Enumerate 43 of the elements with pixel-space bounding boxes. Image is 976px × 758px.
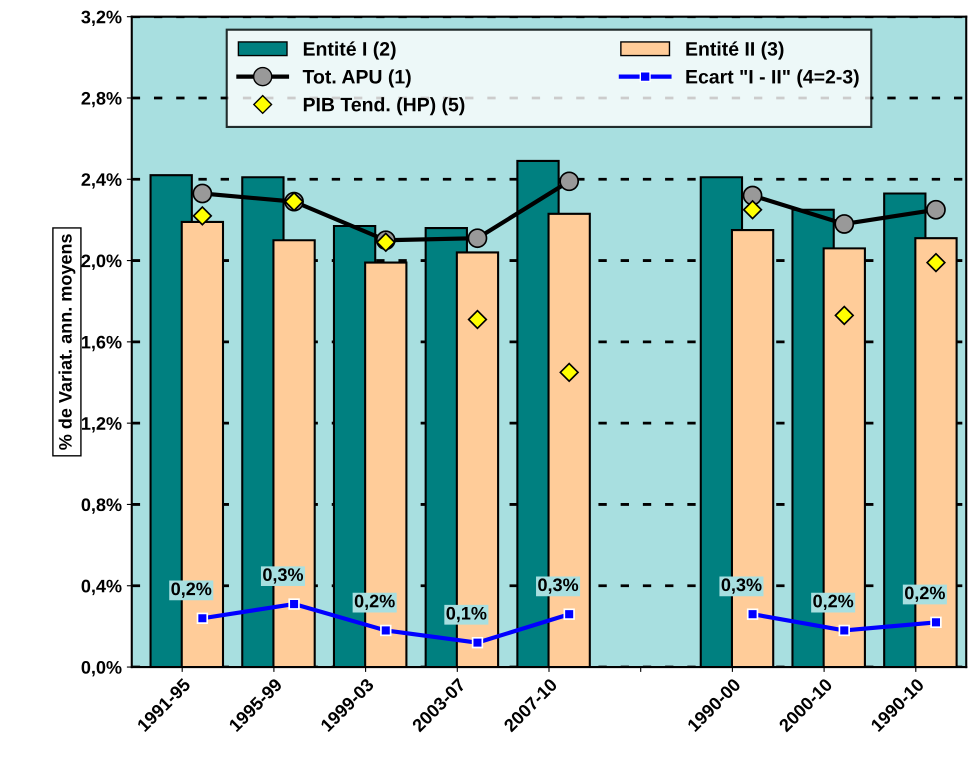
data-label: 0,2%	[171, 582, 212, 598]
legend-label: Tot. APU (1)	[302, 69, 411, 88]
legend-label: Entité II (3)	[686, 41, 784, 60]
point	[834, 306, 854, 326]
legend-label: PIB Tend. (HP) (5)	[304, 97, 464, 116]
point	[742, 200, 762, 220]
point	[926, 252, 946, 272]
data-label: 0,3%	[263, 568, 304, 584]
y-axis-title: % de Variat. ann. moyens	[58, 234, 76, 450]
legend-label: Entité I (2)	[304, 41, 396, 60]
data-label: 0,1%	[446, 606, 486, 622]
point	[380, 624, 392, 636]
point	[192, 184, 212, 204]
point	[560, 362, 579, 382]
data-label: 0,2%	[813, 594, 854, 610]
y-tick-label: 0,8%	[82, 498, 122, 514]
data-label: 0,2%	[354, 594, 395, 610]
point	[742, 186, 762, 206]
data-label: 0,3%	[538, 578, 578, 594]
y-tick-label: 2,4%	[82, 173, 122, 189]
legend-label: Ecart "I - II" (4=2-3)	[686, 69, 859, 88]
point	[468, 228, 488, 248]
y-tick-label: 1,6%	[82, 336, 122, 352]
y-tick-label: 3,2%	[81, 10, 122, 26]
y-tick-label: 2,0%	[82, 254, 122, 270]
point	[559, 171, 580, 192]
point	[563, 608, 575, 620]
y-tick-label: 2,8%	[82, 92, 122, 108]
point	[746, 608, 758, 620]
y-tick-label: 0,0%	[82, 660, 122, 676]
point	[468, 310, 488, 330]
point	[472, 636, 484, 648]
point	[192, 206, 212, 226]
point	[926, 200, 946, 220]
data-label: 0,2%	[905, 586, 945, 602]
y-tick-label: 0,4%	[82, 580, 122, 596]
point	[196, 612, 208, 624]
data-label: 0,3%	[722, 578, 762, 594]
point	[930, 616, 942, 628]
point	[288, 598, 300, 610]
point	[838, 624, 850, 636]
y-tick-label: 1,2%	[82, 417, 122, 432]
point	[834, 214, 854, 234]
